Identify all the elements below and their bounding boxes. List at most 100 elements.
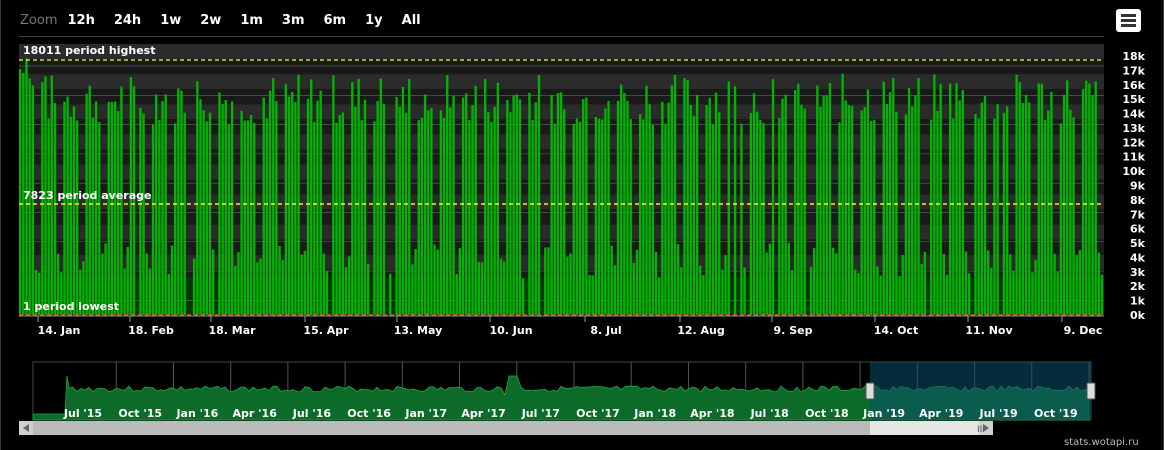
bar xyxy=(898,275,901,315)
bar xyxy=(895,111,898,315)
y-tick-label: 4k xyxy=(1130,251,1146,264)
bar xyxy=(50,75,53,315)
navigator-handle-left xyxy=(865,382,875,400)
bar xyxy=(278,245,281,315)
zoom-button-24h[interactable]: 24h xyxy=(113,12,142,28)
bar xyxy=(537,75,541,315)
x-tick-label: 14. Jan xyxy=(38,324,81,337)
bar xyxy=(860,110,863,315)
bar xyxy=(224,100,227,315)
y-tick-label: 0k xyxy=(1130,309,1146,322)
scroll-left-arrow-icon xyxy=(23,424,29,432)
hamburger-menu-icon[interactable] xyxy=(1116,9,1141,32)
bar xyxy=(961,89,965,316)
scrollbar-grip-icon: III xyxy=(977,425,985,435)
zoom-button-2w[interactable]: 2w xyxy=(200,12,222,28)
zoom-button-1y[interactable]: 1y xyxy=(365,12,383,28)
bar xyxy=(1018,82,1021,315)
bar xyxy=(379,78,382,315)
bar xyxy=(917,78,920,315)
bar xyxy=(702,275,705,315)
bar xyxy=(828,83,832,315)
bar xyxy=(132,86,136,315)
bar xyxy=(509,112,512,316)
bar xyxy=(1037,83,1040,315)
y-tick-label: 9k xyxy=(1130,180,1146,193)
bar xyxy=(604,108,607,315)
bar xyxy=(812,248,816,315)
bar xyxy=(28,78,31,315)
bar xyxy=(98,122,101,316)
bar xyxy=(1015,74,1018,316)
bar xyxy=(699,265,702,315)
bar xyxy=(211,249,215,315)
bar xyxy=(1078,250,1082,315)
bar xyxy=(19,69,22,315)
bar xyxy=(765,252,768,315)
zoom-button-6m[interactable]: 6m xyxy=(323,12,347,28)
bar xyxy=(60,272,63,315)
zoom-button-12h[interactable]: 12h xyxy=(67,12,95,28)
zoom-button-all[interactable]: All xyxy=(401,12,421,28)
bar xyxy=(1002,112,1006,315)
credits-text[interactable]: stats.wotapi.ru xyxy=(1064,437,1139,448)
zoom-button-1m[interactable]: 1m xyxy=(240,12,263,28)
bar xyxy=(455,273,458,315)
bar xyxy=(306,98,310,315)
bar xyxy=(493,106,496,315)
bar xyxy=(196,81,199,315)
navigator[interactable]: Jul '15 Oct '15 Jan '16 Apr '16 Jul '16 Oct '… xyxy=(32,361,1096,421)
y-tick-label: 13k xyxy=(1122,122,1145,135)
y-tick-label: 8k xyxy=(1130,194,1146,207)
bar xyxy=(990,267,993,315)
bar xyxy=(939,84,942,315)
bar xyxy=(414,248,417,315)
x-tick-label: 18. Feb xyxy=(128,324,174,337)
menu-line xyxy=(1121,24,1136,27)
scrollbar[interactable]: III xyxy=(19,421,993,435)
plot-band xyxy=(19,74,1104,90)
bar xyxy=(838,122,841,315)
bar xyxy=(718,112,721,316)
bar xyxy=(1047,110,1050,315)
bar xyxy=(986,250,990,315)
bar xyxy=(221,103,224,315)
bar xyxy=(778,117,781,316)
bar xyxy=(177,88,180,315)
bar xyxy=(113,101,117,316)
bar xyxy=(246,120,250,315)
bar xyxy=(616,100,620,315)
bar xyxy=(686,80,689,315)
bar xyxy=(952,118,955,315)
bar xyxy=(408,79,411,315)
bar xyxy=(601,119,604,315)
navigator-tick-label: Apr '17 xyxy=(461,407,505,420)
bar xyxy=(680,267,683,315)
bar xyxy=(942,254,946,315)
zoom-button-1w[interactable]: 1w xyxy=(160,12,182,28)
bar xyxy=(487,111,490,315)
bar xyxy=(452,96,455,315)
bar xyxy=(439,110,443,316)
bar xyxy=(373,121,376,316)
y-tick-label: 14k xyxy=(1122,108,1145,121)
y-tick-label: 5k xyxy=(1130,237,1146,250)
bar xyxy=(825,95,828,315)
bar xyxy=(218,92,221,315)
navigator-tick-label: Oct '15 xyxy=(118,407,162,420)
bar xyxy=(471,105,474,315)
bar xyxy=(1043,119,1047,315)
y-tick-label: 2k xyxy=(1130,280,1146,293)
bar xyxy=(338,115,341,315)
bar xyxy=(227,124,231,315)
bar xyxy=(724,255,727,315)
bar xyxy=(964,251,968,315)
bar xyxy=(1100,274,1104,315)
bar xyxy=(1034,259,1037,315)
y-tick-label: 15k xyxy=(1122,93,1145,106)
zoom-button-3m[interactable]: 3m xyxy=(281,12,305,28)
bar xyxy=(123,268,126,315)
bar xyxy=(249,115,253,315)
bar xyxy=(164,94,167,315)
bar xyxy=(575,118,579,315)
